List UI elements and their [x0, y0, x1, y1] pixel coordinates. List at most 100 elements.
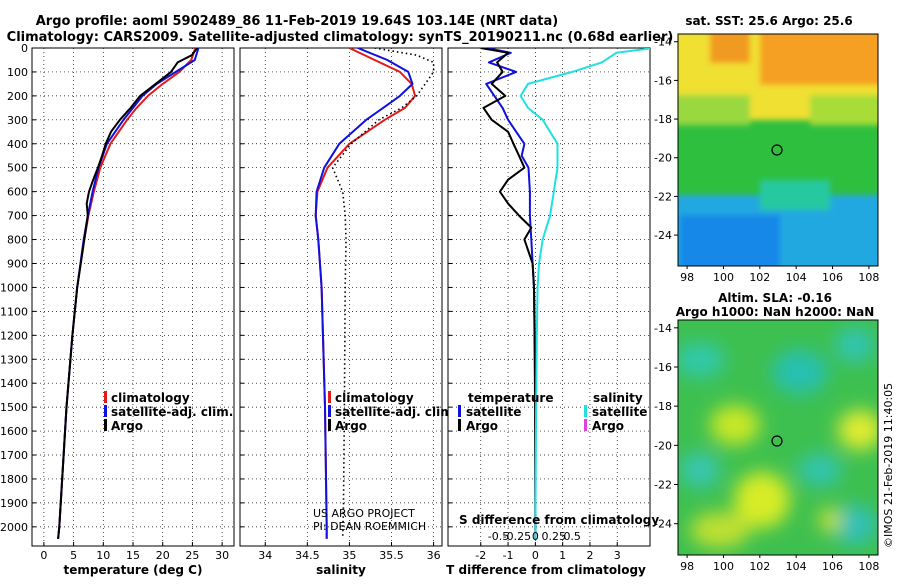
sla-blob	[710, 405, 760, 445]
lat-tick-label: -24	[654, 229, 672, 242]
lat-tick-label: -20	[654, 152, 672, 165]
sst-hot-patch	[710, 34, 750, 63]
depth-tick-label: 1700	[0, 449, 28, 462]
lon-tick-label: 108	[858, 271, 879, 284]
legend-satellite-adj: satellite-adj. clim.	[111, 405, 233, 419]
lon-tick-label: 98	[680, 271, 694, 284]
sst-map: sat. SST: 25.6 Argo: 25.6 -14 -16 -18 -20 -2…	[654, 14, 879, 284]
sla-map-frame	[677, 319, 879, 556]
lon-tick-label: 100	[713, 271, 734, 284]
x-tick-label: 1	[559, 549, 566, 562]
lon-tick-label: 104	[786, 560, 807, 573]
x-tick-label: 25	[185, 549, 199, 562]
lon-tick-label: 108	[858, 560, 879, 573]
x-tick-label: 2	[586, 549, 593, 562]
sla-blob	[833, 505, 877, 545]
legend-swatch-satellite	[328, 405, 331, 417]
sst-cold-region	[680, 215, 780, 266]
depth-tick-label: 1900	[0, 497, 28, 510]
sla-blob	[818, 508, 842, 532]
series-line-argo	[331, 48, 435, 539]
lat-tick-label: -24	[654, 518, 672, 531]
x-tick-label: 0	[40, 549, 47, 562]
salinity-legend: climatology satellite-adj. clim. Argo	[328, 391, 457, 433]
series-line-satellite-adj-clim-	[314, 48, 414, 539]
depth-tick-label: 1600	[0, 425, 28, 438]
legend-satellite-adj: satellite-adj. clim.	[335, 405, 457, 419]
s-tick-label: 0.5	[563, 530, 581, 543]
depth-tick-label: 1400	[0, 377, 28, 390]
s-difference-label: S difference from climatology	[459, 513, 659, 527]
salinity-panel: 34 34.5 35 35.5 36 salinity climatology sate…	[239, 47, 457, 577]
lat-tick-label: -14	[654, 36, 672, 49]
depth-tick-label: 1100	[0, 305, 28, 318]
sla-blob	[678, 342, 725, 378]
legend-t-argo: Argo	[466, 419, 498, 433]
lon-tick-label: 106	[822, 271, 843, 284]
legend-s-argo: Argo	[592, 419, 624, 433]
sst-argo-marker	[771, 144, 783, 156]
x-tick-label: -2	[475, 549, 486, 562]
x-tick-label: -1	[503, 549, 514, 562]
depth-tick-label: 1000	[0, 281, 28, 294]
lat-tick-label: -14	[654, 322, 672, 335]
sst-map-frame	[677, 33, 879, 267]
sst-map-title: sat. SST: 25.6 Argo: 25.6	[685, 14, 852, 28]
x-tick-label: 0	[532, 549, 539, 562]
temperature-axis-label: temperature (deg C)	[64, 563, 203, 577]
footer-credit: ©IMOS 21-Feb-2019 11:40:05	[882, 383, 895, 548]
lat-tick-label: -18	[654, 400, 672, 413]
x-tick-label: 34	[258, 549, 272, 562]
depth-tick-label: 0	[21, 42, 28, 55]
depth-tick-label: 1200	[0, 329, 28, 342]
temperature-legend: climatology satellite-adj. clim. Argo	[104, 391, 233, 433]
x-tick-label: 15	[126, 549, 140, 562]
series-line-argo	[57, 48, 198, 539]
depth-tick-label: 900	[7, 257, 28, 270]
credit-project: US ARGO PROJECT	[313, 507, 415, 520]
temperature-diff-legend: temperature satellite Argo	[458, 391, 553, 433]
lon-tick-label: 98	[680, 560, 694, 573]
depth-tick-label: 1800	[0, 473, 28, 486]
legend-argo: Argo	[111, 419, 143, 433]
depth-tick-label: 100	[7, 66, 28, 79]
lat-tick-label: -22	[654, 479, 672, 492]
depth-tick-label: 600	[7, 186, 28, 199]
x-tick-label: 35.5	[379, 549, 404, 562]
sla-map-title-2: Argo h1000: NaN h2000: NaN	[676, 305, 875, 319]
s-tick-label: -0.25	[503, 530, 531, 543]
sst-hot-region	[760, 34, 878, 85]
series-line-s-satellite	[519, 48, 650, 539]
legend-argo: Argo	[335, 419, 367, 433]
lon-tick-label: 104	[786, 271, 807, 284]
s-tick-label: 0	[532, 530, 539, 543]
lon-tick-label: 106	[822, 560, 843, 573]
legend-swatch-argo	[328, 419, 331, 431]
sst-transition	[678, 95, 750, 125]
x-tick-label: 30	[215, 549, 229, 562]
sla-blob	[734, 472, 790, 528]
legend-temperature-title: temperature	[468, 391, 553, 405]
legend-swatch-argo	[104, 419, 107, 431]
sla-argo-marker	[771, 435, 783, 447]
lat-tick-label: -22	[654, 190, 672, 203]
depth-tick-label: 200	[7, 90, 28, 103]
title-line-1: Argo profile: aoml 5902489_86 11-Feb-201…	[36, 14, 558, 29]
legend-swatch-climatology	[104, 391, 107, 403]
salinity-axis-label: salinity	[316, 563, 366, 577]
depth-tick-label: 300	[7, 114, 28, 127]
depth-tick-label: 400	[7, 138, 28, 151]
depth-tick-label: 2000	[0, 521, 28, 534]
sla-blob	[680, 452, 720, 488]
legend-salinity-title: salinity	[593, 391, 643, 405]
legend-swatch-s-satellite	[584, 405, 587, 417]
legend-swatch-t-argo	[458, 419, 461, 431]
sla-blob	[838, 410, 878, 450]
credit-pi: PI: DEAN ROEMMICH	[313, 520, 426, 533]
depth-tick-label: 800	[7, 234, 28, 247]
x-tick-label: 34.5	[295, 549, 320, 562]
sla-map: Altim. SLA: -0.16 Argo h1000: NaN h2000:…	[654, 291, 879, 573]
x-tick-label: 36	[427, 549, 441, 562]
depth-tick-label: 1300	[0, 353, 28, 366]
x-tick-label: 5	[70, 549, 77, 562]
